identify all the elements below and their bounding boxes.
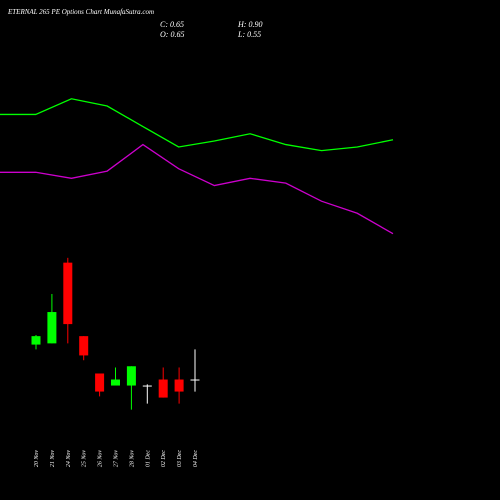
x-tick-label: 24 Nov [65, 450, 72, 468]
x-tick-label: 02 Dec [161, 450, 167, 467]
indicator-line [0, 98, 394, 152]
x-tick-label: 28 Nov [129, 450, 135, 468]
candle-body [126, 366, 136, 386]
open-label: O: 0.65 [160, 30, 184, 39]
x-tick-label: 03 Dec [177, 450, 183, 467]
low-label: L: 0.55 [237, 30, 261, 39]
x-tick-label: 04 Dec [192, 450, 199, 467]
candle-body [190, 379, 200, 381]
chart-title: ETERNAL 265 PE Options Chart MunafaSutra… [7, 8, 154, 16]
x-tick-label: 26 Nov [98, 450, 104, 468]
candle-body [95, 373, 105, 392]
candle-body [31, 336, 41, 345]
close-label: C: 0.65 [160, 20, 184, 29]
indicator-line [0, 143, 394, 235]
x-tick-label: 20 Nov [34, 450, 40, 468]
candle-body [142, 385, 152, 387]
candle-body [174, 379, 184, 392]
candle-body [79, 336, 89, 356]
high-label: H: 0.90 [237, 20, 262, 29]
candle-body [158, 379, 168, 398]
candle-body [63, 262, 73, 325]
candle-body [111, 379, 120, 386]
candle-body [47, 312, 57, 344]
x-tick-label: 21 Nov [50, 450, 56, 468]
x-tick-label: 01 Dec [145, 450, 151, 467]
x-tick-label: 27 Nov [114, 450, 120, 468]
x-tick-label: 25 Nov [82, 450, 88, 468]
